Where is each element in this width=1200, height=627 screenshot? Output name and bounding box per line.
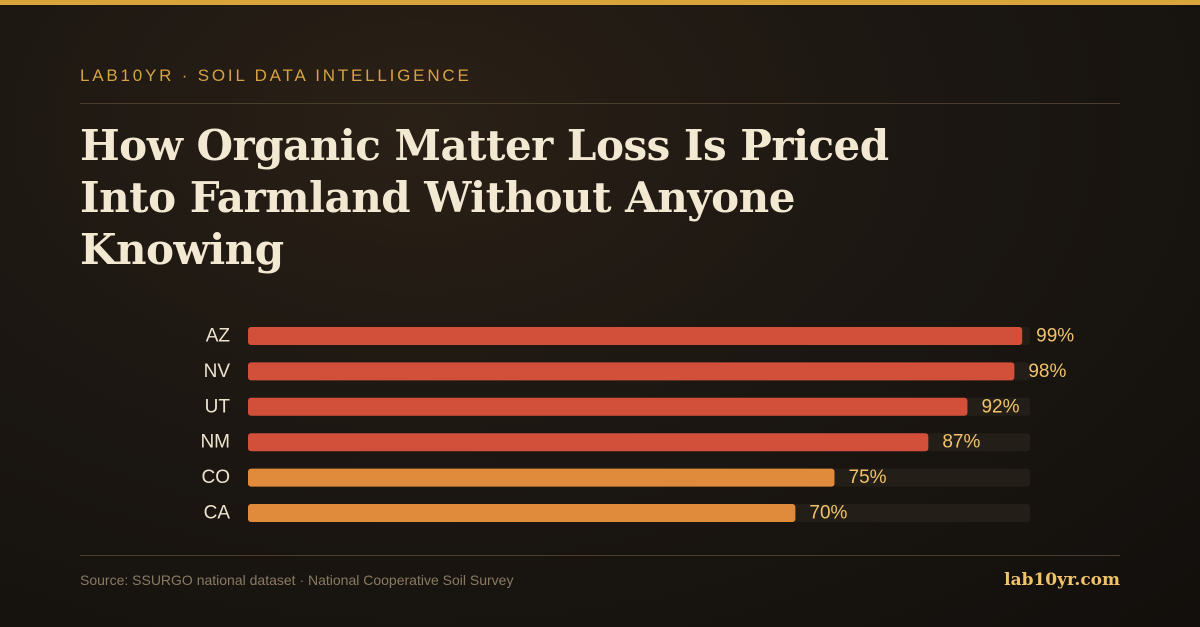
- top-accent-rule: [0, 0, 1200, 5]
- value-label-az: 99%: [1036, 326, 1074, 347]
- site-link[interactable]: lab10yr.com: [1004, 570, 1120, 590]
- bar-ca: [248, 504, 796, 522]
- bar-ut: [248, 397, 968, 416]
- value-label-ca: 70%: [809, 503, 847, 524]
- category-label-az: AZ: [206, 326, 231, 347]
- category-label-co: CO: [202, 467, 231, 488]
- bar-nv: [248, 362, 1015, 381]
- category-label-ut: UT: [205, 396, 231, 417]
- footer-divider: [80, 555, 1120, 556]
- header-divider: [80, 103, 1120, 104]
- value-label-nv: 98%: [1028, 361, 1066, 382]
- category-label-ca: CA: [204, 503, 231, 524]
- page-title: How Organic Matter Loss Is Priced Into F…: [80, 121, 889, 274]
- value-label-nm: 87%: [942, 432, 980, 453]
- source-note: Source: SSURGO national dataset · Nation…: [80, 572, 514, 588]
- bar-chart: AZ 99% NV 98% UT 92% NM 87% CO 75% CA 70%: [200, 326, 1074, 524]
- value-label-co: 75%: [849, 467, 887, 488]
- eyebrow-label: LAB10YR · SOIL DATA INTELLIGENCE: [80, 66, 472, 85]
- bar-nm: [248, 433, 929, 452]
- bar-co: [248, 468, 835, 487]
- bar-az: [248, 327, 1023, 345]
- category-label-nm: NM: [200, 432, 230, 453]
- category-label-nv: NV: [204, 361, 231, 382]
- value-label-ut: 92%: [981, 396, 1019, 417]
